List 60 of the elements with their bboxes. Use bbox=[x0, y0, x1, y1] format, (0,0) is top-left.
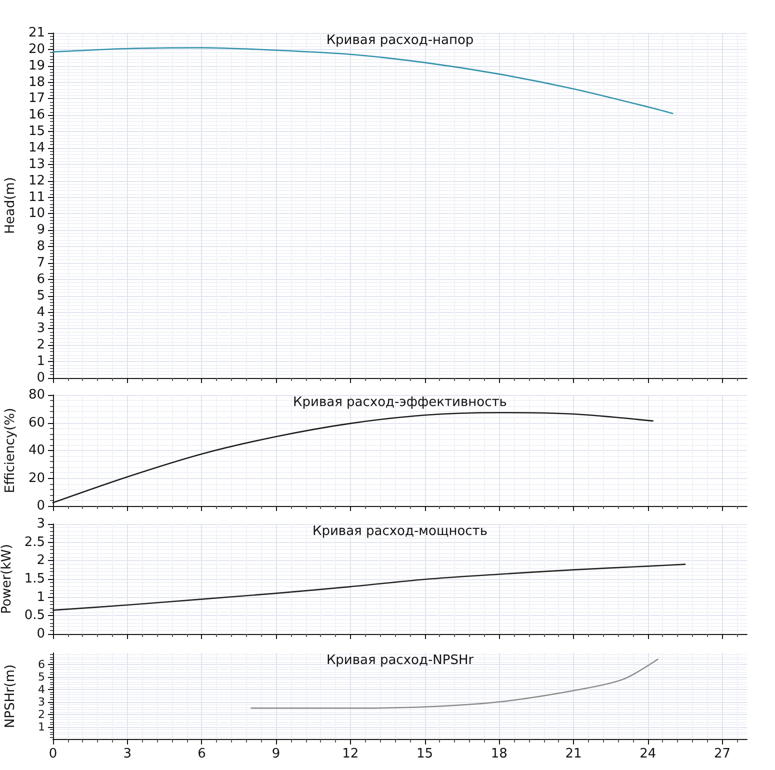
y-tick-label: 1 bbox=[36, 590, 45, 605]
x-tick-label: 15 bbox=[416, 746, 434, 762]
y-tick-label: 1.5 bbox=[24, 572, 45, 586]
y-axis-title: NPSHr(m) bbox=[3, 664, 18, 728]
y-tick-label: 6 bbox=[38, 658, 45, 671]
y-tick-label: 9 bbox=[36, 222, 45, 238]
y-tick-label: 60 bbox=[28, 415, 45, 430]
y-tick-label: 40 bbox=[28, 443, 45, 458]
x-tick-label: 21 bbox=[565, 746, 582, 762]
y-tick-label: 20 bbox=[28, 42, 45, 57]
y-tick-label: 2.5 bbox=[24, 534, 45, 550]
y-tick-label: 1 bbox=[36, 354, 45, 370]
y-tick-label: 17 bbox=[28, 91, 45, 106]
line-series bbox=[52, 47, 674, 114]
y-tick-label: 2 bbox=[36, 553, 45, 568]
x-tick-label: 6 bbox=[198, 746, 206, 762]
y-axis-title: Power(kW) bbox=[0, 544, 14, 614]
y-tick-label: 15 bbox=[28, 124, 45, 140]
y-tick-label: 7 bbox=[36, 256, 45, 270]
y-tick-label: 18 bbox=[28, 74, 45, 90]
y-tick-label: 13 bbox=[28, 156, 45, 172]
y-tick-label: 21 bbox=[28, 26, 45, 40]
x-tick-label: 0 bbox=[48, 746, 58, 762]
x-tick-label: 24 bbox=[640, 746, 656, 762]
y-tick-label: 0 bbox=[36, 626, 45, 642]
y-tick-label: 2 bbox=[38, 708, 45, 721]
y-tick-label: 14 bbox=[28, 140, 45, 156]
y-tick-label: 16 bbox=[28, 108, 45, 123]
chart-title: Кривая расход-мощность bbox=[312, 524, 488, 539]
y-tick-label: 0 bbox=[36, 370, 45, 386]
y-tick-label: 4 bbox=[36, 304, 45, 320]
y-tick-label: 12 bbox=[28, 173, 45, 188]
y-tick-label: 19 bbox=[28, 58, 45, 74]
y-tick-label: 2 bbox=[36, 338, 45, 353]
y-tick-label: 20 bbox=[28, 470, 45, 486]
y-axis-title: Head(m) bbox=[3, 177, 18, 234]
chart-title: Кривая расход-напор bbox=[326, 33, 474, 48]
y-tick-label: 5 bbox=[38, 670, 45, 684]
x-tick-label: 27 bbox=[714, 746, 730, 762]
x-tick-label: 18 bbox=[490, 746, 508, 762]
y-tick-label: 1 bbox=[38, 720, 45, 734]
y-tick-label: 8 bbox=[36, 239, 45, 254]
y-tick-label: 0.5 bbox=[24, 608, 45, 624]
chart-title: Кривая расход-NPSHr bbox=[326, 653, 474, 668]
y-tick-label: 3 bbox=[38, 695, 45, 708]
y-tick-label: 4 bbox=[38, 682, 45, 696]
y-tick-label: 3 bbox=[36, 321, 45, 336]
y-tick-label: 10 bbox=[28, 206, 45, 222]
y-tick-label: 5 bbox=[36, 288, 45, 304]
x-tick-label: 3 bbox=[123, 746, 132, 762]
line-series bbox=[52, 564, 686, 611]
x-tick-label: 9 bbox=[272, 746, 280, 762]
y-axis-title: Efficiency(%) bbox=[3, 408, 18, 494]
y-tick-label: 3 bbox=[36, 516, 45, 532]
y-tick-label: 11 bbox=[28, 190, 45, 205]
y-tick-label: 80 bbox=[28, 388, 45, 402]
x-tick-label: 12 bbox=[342, 746, 359, 762]
y-tick-label: 6 bbox=[36, 272, 45, 287]
chart-title: Кривая расход-эффективность bbox=[293, 395, 507, 410]
y-tick-label: 0 bbox=[36, 498, 45, 514]
